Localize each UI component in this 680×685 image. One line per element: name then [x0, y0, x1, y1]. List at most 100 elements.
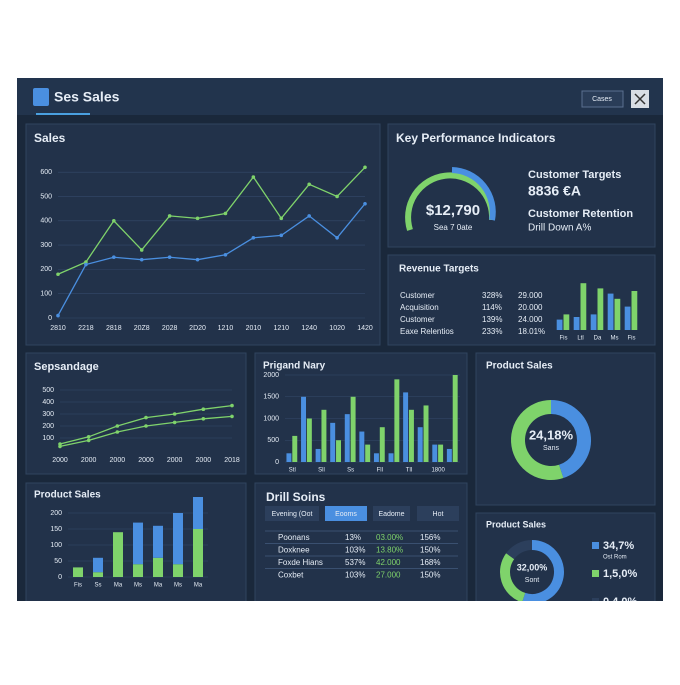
panel [25, 123, 381, 346]
table-cell: 27.000 [376, 571, 401, 580]
point [86, 435, 91, 439]
x-tick-label: 1210 [218, 325, 234, 332]
legend-swatch [592, 542, 599, 549]
point [144, 424, 148, 428]
bar [432, 444, 438, 462]
kpi-item: Customer Targets [528, 169, 621, 181]
legend-label: 34,7% [603, 540, 634, 552]
panel [25, 352, 247, 475]
legend-swatch [592, 598, 599, 601]
bar [438, 444, 444, 462]
panel-title: Product Sales [34, 490, 101, 501]
y-tick-label: 500 [40, 193, 52, 200]
table-cell: 150% [420, 571, 440, 580]
point [251, 235, 256, 240]
point [58, 444, 62, 449]
panel-title: Product Sales [486, 361, 553, 372]
y-tick-label: 500 [267, 437, 279, 444]
table-cell: 13% [345, 533, 361, 542]
bar [350, 396, 356, 462]
point [307, 182, 311, 187]
bar [344, 414, 350, 462]
tab[interactable] [373, 506, 410, 521]
x-tick-label: Fll [377, 468, 383, 474]
table-cell: Doxknee [278, 546, 310, 555]
x-tick-label: Ltl [577, 336, 583, 342]
bar [306, 418, 312, 462]
bar [408, 409, 414, 462]
table-cell: 150% [420, 546, 440, 555]
legend-label: 1,5,0% [603, 568, 637, 580]
x-tick-label: 2000 [52, 457, 68, 464]
y-tick-label: 300 [40, 242, 52, 249]
bar [573, 317, 580, 330]
x-tick-label: 2000 [81, 457, 97, 464]
y-tick-label: 100 [42, 435, 54, 442]
kpi-title: Key Performance Indicators [396, 131, 556, 145]
donut-center: 32,00% [517, 562, 548, 572]
x-tick-label: 2810 [50, 325, 66, 332]
point [363, 201, 367, 206]
x-tick-label: Ma [114, 583, 123, 589]
x-tick-label: Stl [289, 468, 296, 474]
point [112, 218, 116, 223]
point [144, 415, 148, 420]
panel [387, 123, 656, 248]
tab[interactable] [265, 506, 319, 521]
x-tick-label: Fis [74, 583, 82, 589]
point [112, 255, 116, 260]
y-tick-label: 50 [54, 558, 62, 565]
point [363, 165, 367, 170]
bar [607, 293, 614, 330]
x-tick-label: 1020 [329, 325, 345, 332]
tab[interactable] [325, 506, 367, 521]
bar [133, 522, 143, 565]
point [195, 216, 200, 221]
bar [73, 567, 83, 577]
x-tick-label: 2028 [162, 325, 178, 332]
table-cell: 103% [345, 546, 365, 555]
legend-swatch [592, 570, 599, 577]
point [86, 438, 91, 443]
point [335, 235, 339, 240]
y-tick-label: 400 [40, 218, 52, 225]
y-tick-label: 150 [50, 526, 62, 533]
point [307, 214, 311, 218]
cases-button[interactable] [581, 90, 624, 108]
gauge-value: $12,790 [426, 202, 480, 219]
tab[interactable] [417, 506, 459, 521]
donut-slice [550, 400, 591, 479]
tab-label: Eadome [378, 511, 404, 518]
x-tick-label: 2818 [106, 325, 122, 332]
bar [292, 435, 298, 462]
gauge-arc [451, 167, 496, 221]
y-tick-label: 200 [40, 266, 52, 273]
x-tick-label: Fis [560, 336, 568, 342]
point [279, 233, 284, 238]
bar [563, 314, 570, 330]
point [84, 262, 88, 267]
table-cell: 233% [482, 327, 502, 336]
bar [173, 564, 183, 577]
bar [580, 283, 587, 330]
bar [417, 427, 423, 462]
x-tick-label: Ms [174, 583, 182, 589]
bar [113, 532, 123, 577]
x-tick-label: 2218 [78, 325, 94, 332]
panel-title: Prigand Nary [263, 361, 326, 372]
panel [254, 482, 468, 601]
donut-slice [511, 400, 564, 480]
y-tick-label: 2000 [263, 372, 279, 379]
y-tick-label: 0 [48, 315, 52, 322]
bar [301, 396, 306, 462]
table-cell: 168% [420, 558, 440, 567]
y-tick-label: 0 [58, 574, 62, 581]
header-bar [17, 78, 663, 115]
point [56, 313, 60, 318]
point [172, 420, 177, 425]
table-cell: 156% [420, 533, 440, 542]
table-cell: 114% [482, 303, 502, 312]
bar [93, 572, 103, 577]
x-tick-label: 1240 [301, 325, 317, 332]
point [139, 248, 144, 252]
